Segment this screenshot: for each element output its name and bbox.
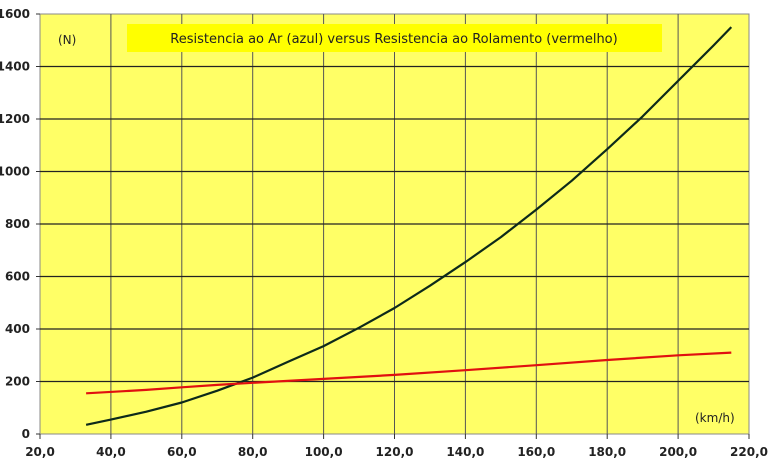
y-tick-label: 400 [5,322,30,336]
x-tick-label: 200,0 [659,445,697,459]
x-tick-label: 120,0 [376,445,414,459]
y-tick-label: 1400 [0,60,30,74]
x-tick-label: 40,0 [96,445,126,459]
y-tick-label: 800 [5,217,30,231]
series-line-air-resistance [85,26,733,426]
x-tick-label: 20,0 [25,445,55,459]
y-tick-label: 200 [5,375,30,389]
y-tick-label: 1600 [0,7,30,21]
chart-title: Resistencia ao Ar (azul) versus Resisten… [170,32,617,47]
x-tick-label: 80,0 [238,445,268,459]
x-tick-label: 100,0 [305,445,343,459]
title-box [127,24,662,52]
series-line-rolling-resistance [86,351,732,395]
y-tick-label: 0 [22,427,30,441]
y-tick-label: 600 [5,270,30,284]
y-axis-label: (N) [58,33,76,47]
x-tick-label: 60,0 [167,445,197,459]
y-tick-label: 1000 [0,165,30,179]
x-tick-label: 220,0 [730,445,768,459]
x-tick-label: 140,0 [446,445,484,459]
x-axis-label: (km/h) [695,411,735,425]
x-tick-label: 160,0 [517,445,555,459]
x-tick-label: 180,0 [588,445,626,459]
y-tick-label: 1200 [0,112,30,126]
